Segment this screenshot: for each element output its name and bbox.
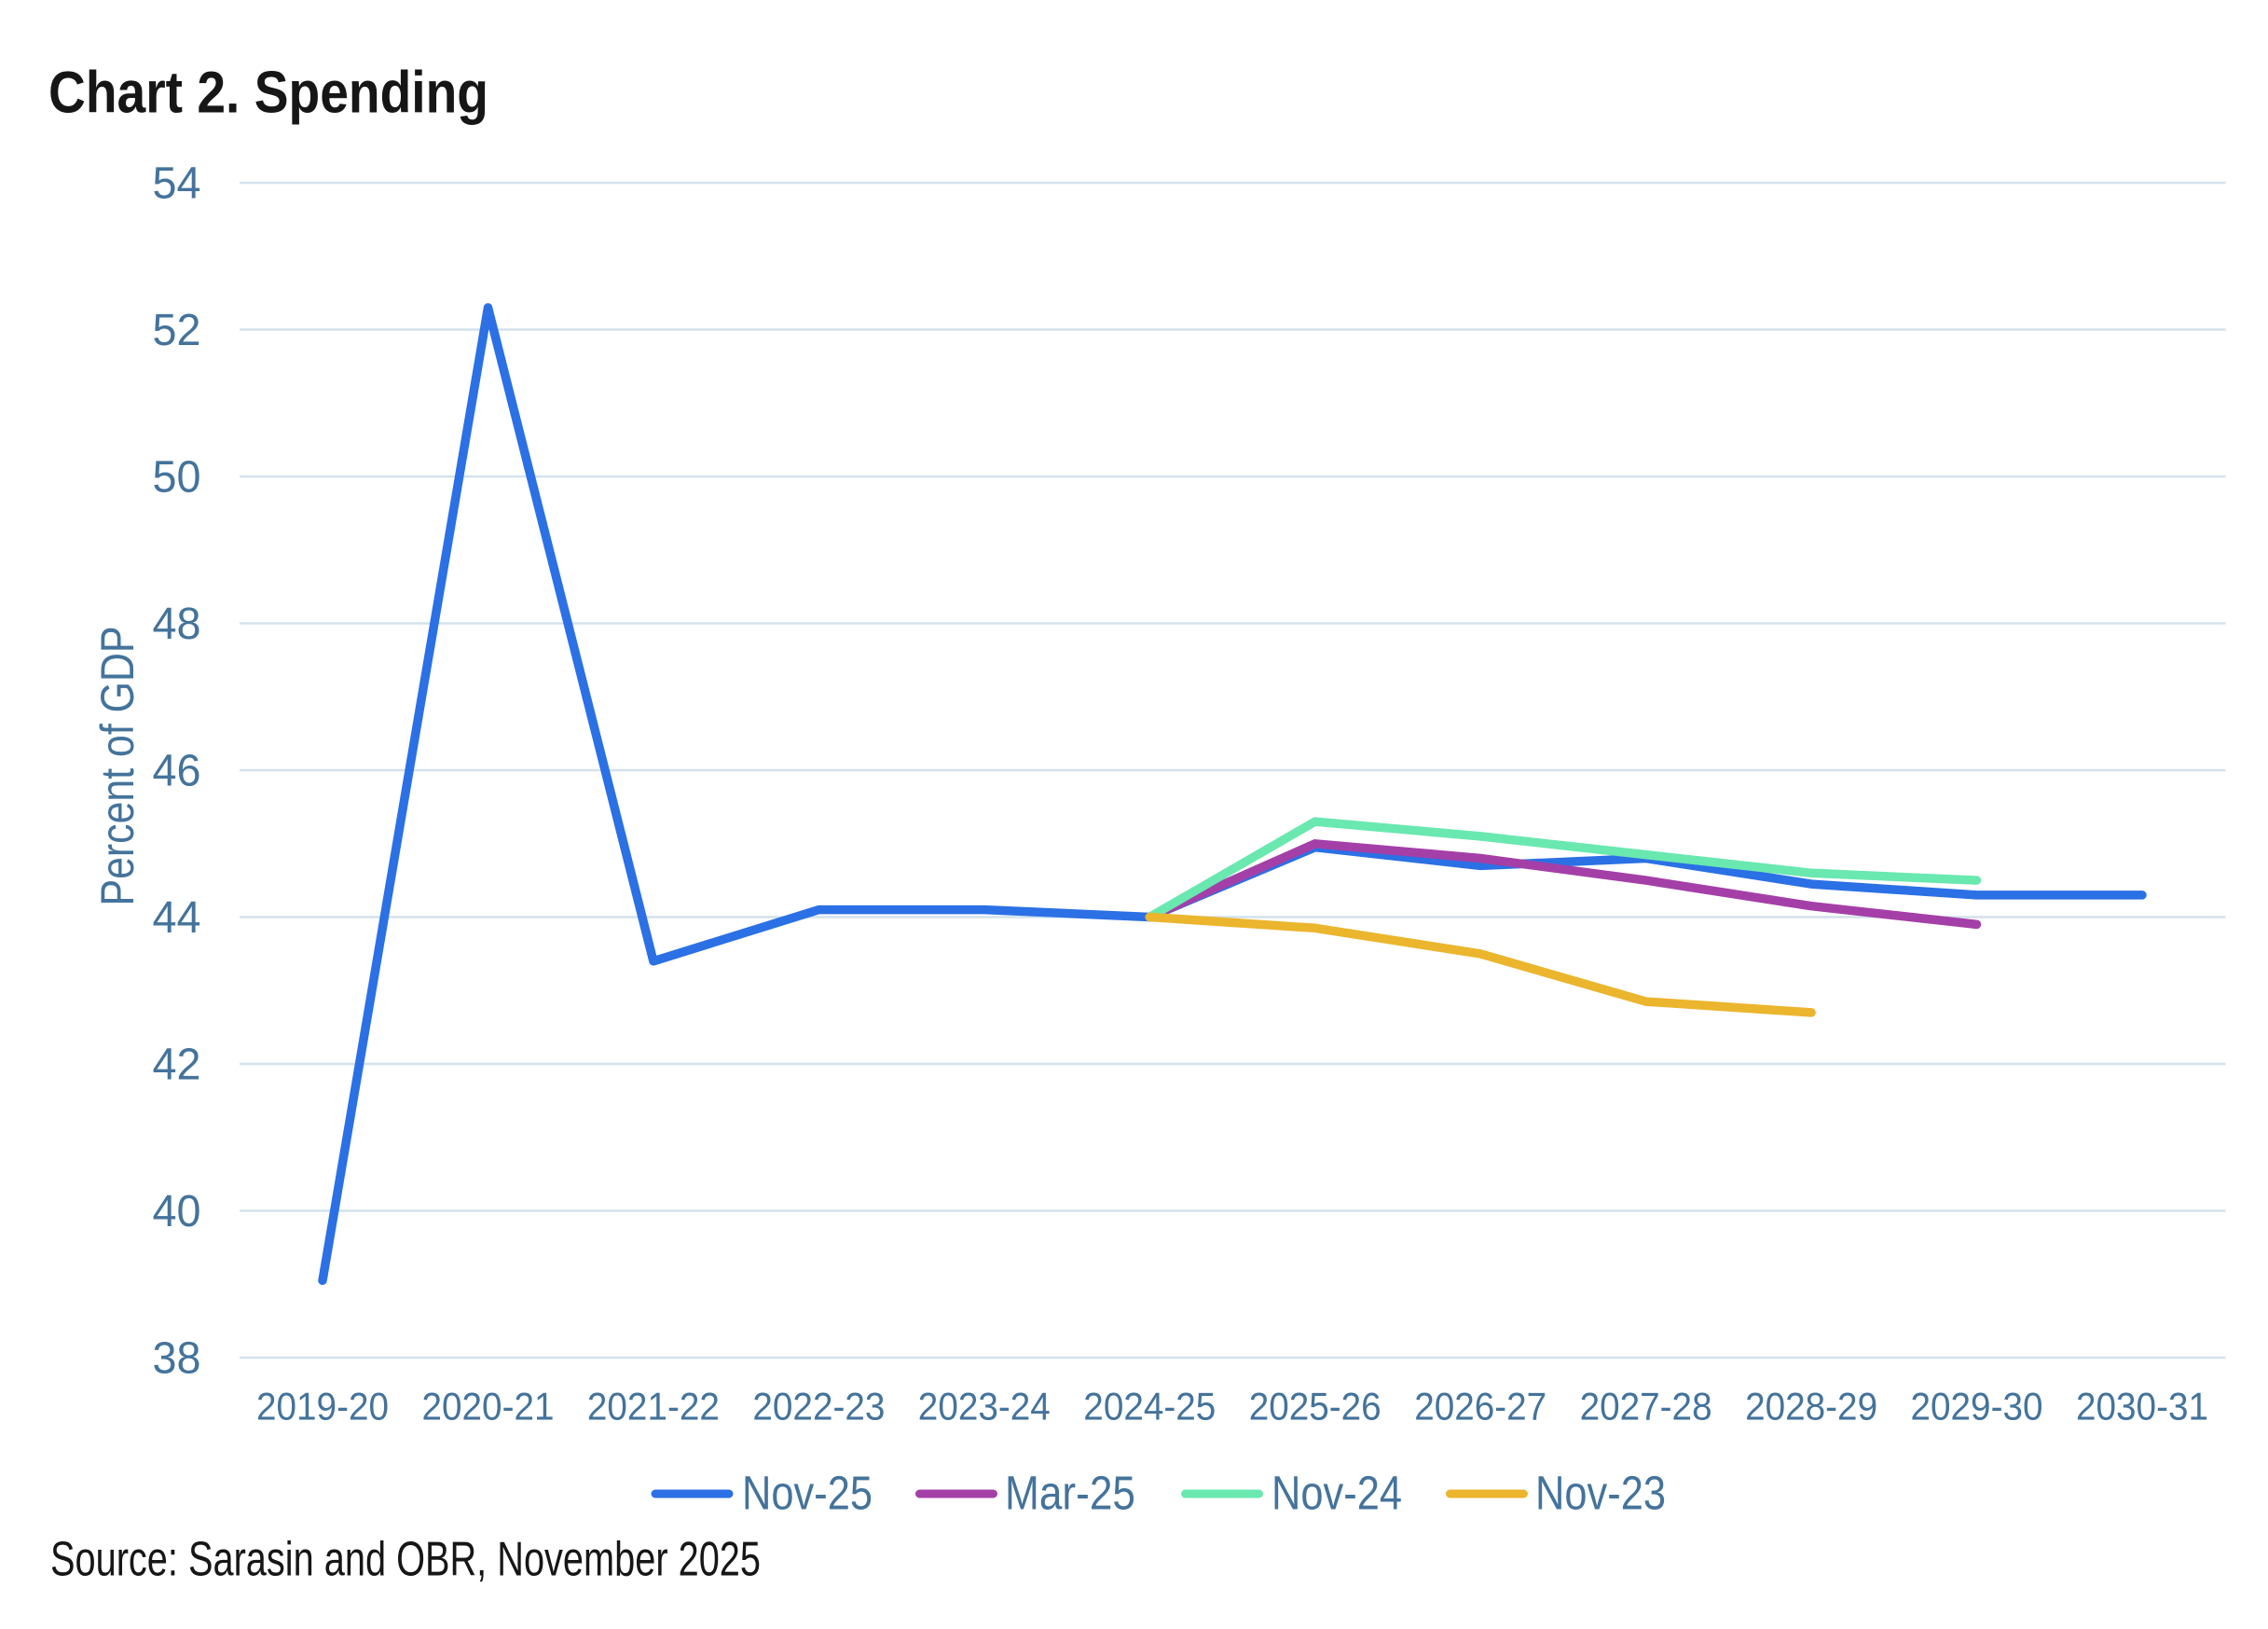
svg-text:2029-30: 2029-30 xyxy=(1911,1385,2043,1429)
svg-text:42: 42 xyxy=(153,1040,201,1090)
svg-text:Source: Sarasin and OBR, Novem: Source: Sarasin and OBR, November 2025 xyxy=(50,1533,761,1587)
svg-text:2025-26: 2025-26 xyxy=(1249,1385,1381,1429)
svg-text:2024-25: 2024-25 xyxy=(1083,1385,1216,1429)
svg-text:2020-21: 2020-21 xyxy=(422,1385,555,1429)
svg-text:46: 46 xyxy=(153,746,201,796)
svg-text:Chart 2. Spending: Chart 2. Spending xyxy=(48,60,488,125)
svg-text:Nov-23: Nov-23 xyxy=(1535,1467,1666,1520)
svg-text:52: 52 xyxy=(153,305,201,355)
svg-text:40: 40 xyxy=(153,1186,201,1236)
svg-text:54: 54 xyxy=(153,159,201,209)
svg-text:2026-27: 2026-27 xyxy=(1414,1385,1546,1429)
svg-text:48: 48 xyxy=(153,599,201,649)
svg-text:Nov-25: Nov-25 xyxy=(742,1467,873,1520)
svg-text:Mar-25: Mar-25 xyxy=(1005,1467,1135,1520)
svg-text:2021-22: 2021-22 xyxy=(587,1385,720,1429)
svg-text:Nov-24: Nov-24 xyxy=(1271,1467,1402,1520)
svg-text:2022-23: 2022-23 xyxy=(752,1385,885,1429)
svg-text:2028-29: 2028-29 xyxy=(1745,1385,1877,1429)
svg-text:Percent of GDP: Percent of GDP xyxy=(91,627,144,906)
svg-text:44: 44 xyxy=(153,892,201,943)
svg-text:2027-28: 2027-28 xyxy=(1580,1385,1712,1429)
svg-text:50: 50 xyxy=(153,452,201,503)
svg-text:2030-31: 2030-31 xyxy=(2076,1385,2208,1429)
svg-text:2023-24: 2023-24 xyxy=(918,1385,1051,1429)
svg-text:38: 38 xyxy=(153,1333,201,1384)
svg-text:2019-20: 2019-20 xyxy=(256,1385,389,1429)
